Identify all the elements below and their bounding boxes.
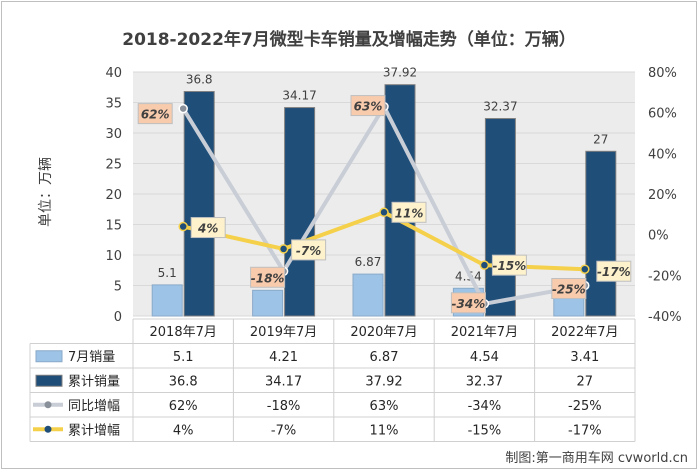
legend-key-marker [44,425,52,433]
table-cell: 5.1 [173,350,194,365]
bar-cumulative-label: 37.92 [383,66,417,80]
legend-key-marker [44,401,52,409]
category-label: 2020年7月 [350,325,417,340]
point-cum-growth [580,264,590,274]
cum-growth-label-box [491,254,527,276]
bar-cumulative-label: 34.17 [282,89,316,103]
table-cell: 11% [370,423,399,438]
bar-cumulative-label: 36.8 [186,73,213,87]
bar-cumulative-label: 32.37 [483,100,517,114]
cum-growth-label: 4% [197,222,218,236]
bar-cumulative [484,118,516,317]
yoy-label: -25% [552,283,586,297]
yoy-label-box [450,292,486,314]
cum-growth-label: -17% [597,265,631,279]
table-cell: -15% [468,423,502,438]
point-cum-growth [178,221,188,232]
legend-label: 累计销量 [68,374,120,389]
bar-monthly [352,273,384,317]
table-cell: -34% [468,399,502,414]
category-label: 2021年7月 [451,325,518,340]
cum-growth-label: 11% [395,206,424,220]
point-cum-growth [278,244,289,254]
table-cell: 63% [370,399,399,414]
y-tick-label: 10 [105,249,122,264]
y2-tick-label: 0% [648,229,669,244]
yoy-label-box [250,266,286,288]
y-tick-label: 15 [105,219,122,234]
y2-tick-label: 80% [648,66,677,81]
table-cell: 3.41 [570,350,599,365]
yoy-label: 62% [141,108,170,122]
bar-monthly-label: 5.1 [158,266,177,280]
table-cell: 36.8 [169,374,198,389]
table-cell: 4.21 [269,350,298,365]
table-cell: -25% [568,399,602,414]
table-cell: -7% [271,423,296,438]
y-tick-label: 40 [105,66,122,81]
bar-monthly-label: 6.87 [355,255,382,269]
table-cell: 34.17 [265,374,302,389]
bar-monthly [252,289,284,317]
y-tick-label: 30 [105,127,122,142]
legend-key-monthly [35,350,63,363]
source-credit: 制图:第一商用车网 cvworld.cn [505,450,688,466]
bar-cumulative [585,150,617,317]
table-cell: 6.87 [370,350,399,365]
y2-tick-label: 60% [648,107,677,122]
y2-tick-label: 40% [648,147,677,162]
legend-label: 同比增幅 [68,399,120,414]
point-yoy [178,103,188,114]
cum-growth-label-box [596,260,632,282]
table-cell: 62% [169,399,198,414]
category-label: 2022年7月 [551,325,618,340]
table-cell: -18% [267,399,301,414]
table-cell: -17% [568,423,602,438]
bar-cumulative [183,91,215,317]
point-cum-growth [479,260,490,270]
bar-cumulative [284,107,316,317]
legend-key-cumulative [35,374,63,387]
y-tick-label: 20 [105,188,122,203]
yoy-label: -18% [251,271,285,285]
y2-tick-label: -40% [648,310,682,325]
category-label: 2018年7月 [150,325,217,340]
cum-growth-label-box [391,201,427,223]
legend-label: 累计增幅 [68,423,120,438]
y-tick-label: 0 [114,310,122,325]
y-tick-label: 25 [105,158,122,173]
table-cell: 32.37 [466,374,503,389]
yoy-label-box [350,95,386,117]
point-cum-growth [379,207,389,218]
legend-label: 7月销量 [68,350,115,365]
bar-monthly [151,284,183,317]
yoy-label-box [551,278,587,299]
chart-title: 2018-2022年7月微型卡车销量及增幅走势（单位：万辆） [122,29,576,50]
y-axis-title: 单位：万辆 [38,157,54,227]
cum-growth-label: -15% [493,259,527,273]
table-cell: 4.54 [470,350,499,365]
bar-cumulative [384,84,416,317]
category-label: 2019年7月 [250,325,317,340]
cum-growth-label-box [190,217,226,239]
cum-growth-label-box [291,239,327,261]
cum-growth-label: -7% [296,244,321,258]
y-tick-label: 5 [114,280,122,295]
table-cell: 37.92 [365,374,402,389]
yoy-label: -34% [452,297,486,311]
y2-tick-label: -20% [648,269,682,284]
bar-cumulative-label: 27 [593,132,608,146]
yoy-label-box [137,103,173,125]
yoy-label: 63% [354,100,383,114]
table-cell: 27 [577,374,594,389]
table-cell: 4% [173,423,194,438]
y2-tick-label: 20% [648,188,677,203]
y-tick-label: 35 [105,97,122,112]
